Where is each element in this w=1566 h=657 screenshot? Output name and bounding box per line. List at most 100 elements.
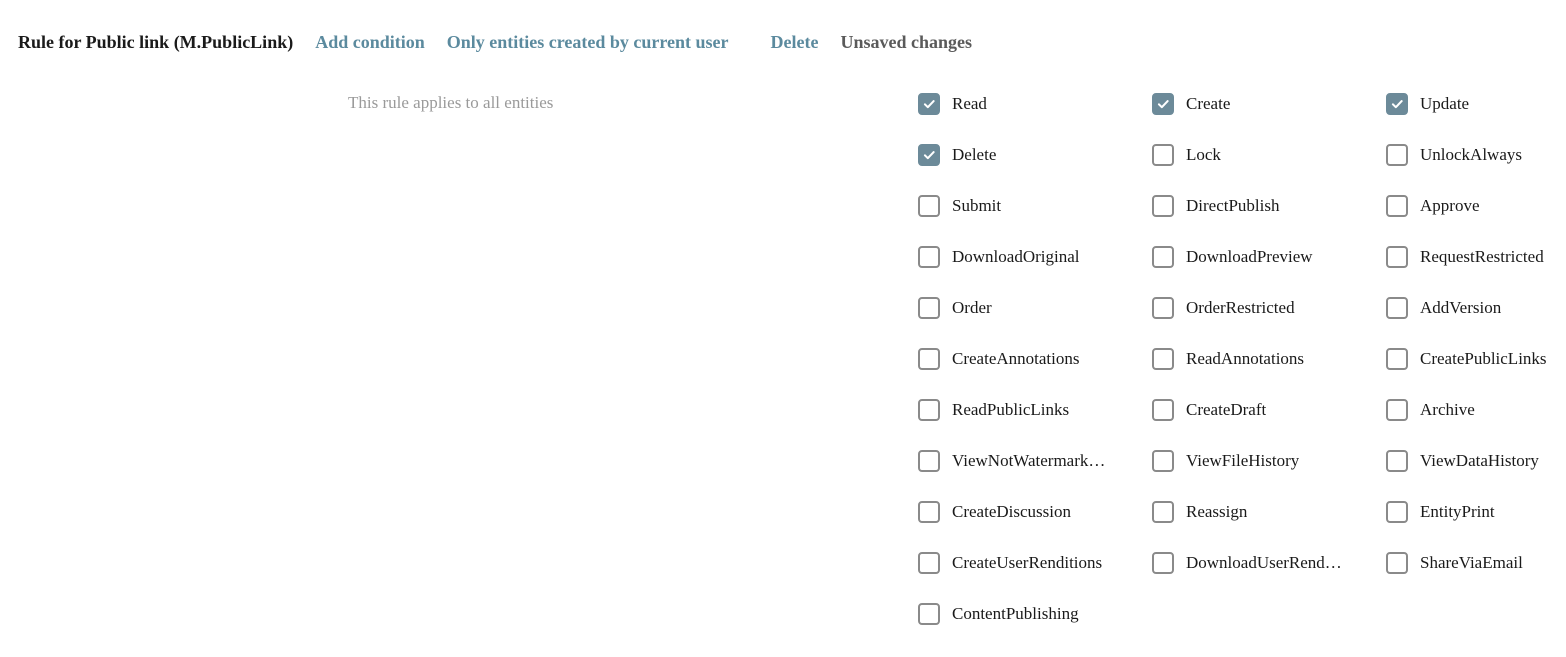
permission-label: DownloadOriginal bbox=[952, 247, 1079, 267]
permission-label: RequestRestricted bbox=[1420, 247, 1544, 267]
header-row: Rule for Public link (M.PublicLink) Add … bbox=[18, 32, 1548, 53]
permission-item: ViewDataHistory bbox=[1386, 450, 1566, 472]
permission-item: ReadPublicLinks bbox=[918, 399, 1152, 421]
permission-checkbox[interactable] bbox=[1386, 399, 1408, 421]
left-column bbox=[18, 93, 348, 625]
permission-item: Approve bbox=[1386, 195, 1566, 217]
permission-checkbox[interactable] bbox=[918, 603, 940, 625]
permission-item: DownloadPreview bbox=[1152, 246, 1386, 268]
permission-item: Create bbox=[1152, 93, 1386, 115]
permission-label: Order bbox=[952, 298, 992, 318]
permission-item: CreateAnnotations bbox=[918, 348, 1152, 370]
permission-checkbox[interactable] bbox=[1386, 246, 1408, 268]
permission-item: EntityPrint bbox=[1386, 501, 1566, 523]
permission-checkbox[interactable] bbox=[1386, 144, 1408, 166]
permission-label: EntityPrint bbox=[1420, 502, 1495, 522]
permission-checkbox[interactable] bbox=[918, 195, 940, 217]
permission-checkbox[interactable] bbox=[1386, 552, 1408, 574]
add-condition-link[interactable]: Add condition bbox=[315, 32, 425, 53]
permission-item: ContentPublishing bbox=[918, 603, 1152, 625]
rule-title: Rule for Public link (M.PublicLink) bbox=[18, 32, 293, 53]
permission-checkbox[interactable] bbox=[1152, 246, 1174, 268]
check-icon bbox=[1156, 97, 1170, 111]
permission-checkbox[interactable] bbox=[1152, 144, 1174, 166]
permission-label: ViewFileHistory bbox=[1186, 451, 1299, 471]
permission-label: ReadPublicLinks bbox=[952, 400, 1069, 420]
permission-checkbox[interactable] bbox=[1386, 501, 1408, 523]
permission-checkbox[interactable] bbox=[1386, 195, 1408, 217]
permission-label: Reassign bbox=[1186, 502, 1247, 522]
permission-checkbox[interactable] bbox=[1386, 450, 1408, 472]
permission-item: CreatePublicLinks bbox=[1386, 348, 1566, 370]
permission-label: Lock bbox=[1186, 145, 1221, 165]
permission-checkbox[interactable] bbox=[918, 297, 940, 319]
permission-label: Create bbox=[1186, 94, 1230, 114]
permission-checkbox[interactable] bbox=[1152, 399, 1174, 421]
permission-label: ContentPublishing bbox=[952, 604, 1079, 624]
permission-label: DirectPublish bbox=[1186, 196, 1280, 216]
permission-checkbox[interactable] bbox=[1386, 297, 1408, 319]
permission-item: DownloadUserRend… bbox=[1152, 552, 1386, 574]
permission-label: ViewNotWatermark… bbox=[952, 451, 1105, 471]
check-icon bbox=[922, 97, 936, 111]
permission-checkbox[interactable] bbox=[918, 348, 940, 370]
permission-item: Submit bbox=[918, 195, 1152, 217]
permission-checkbox[interactable] bbox=[1152, 195, 1174, 217]
permission-label: DownloadUserRend… bbox=[1186, 553, 1342, 573]
permission-checkbox[interactable] bbox=[1152, 348, 1174, 370]
permission-label: UnlockAlways bbox=[1420, 145, 1522, 165]
permission-item: CreateDiscussion bbox=[918, 501, 1152, 523]
permission-item: RequestRestricted bbox=[1386, 246, 1566, 268]
permission-item: DownloadOriginal bbox=[918, 246, 1152, 268]
permission-checkbox[interactable] bbox=[1152, 297, 1174, 319]
permission-label: DownloadPreview bbox=[1186, 247, 1313, 267]
permission-item: CreateDraft bbox=[1152, 399, 1386, 421]
permission-label: Delete bbox=[952, 145, 996, 165]
check-icon bbox=[922, 148, 936, 162]
permission-item: Archive bbox=[1386, 399, 1566, 421]
permissions-column: Read Create Update Delete Lock UnlockAlways Su… bbox=[918, 93, 1566, 625]
permission-checkbox[interactable] bbox=[1152, 501, 1174, 523]
permission-item: UnlockAlways bbox=[1386, 144, 1566, 166]
only-entities-link[interactable]: Only entities created by current user bbox=[447, 32, 729, 53]
permission-checkbox[interactable] bbox=[1152, 552, 1174, 574]
permission-label: CreateDraft bbox=[1186, 400, 1266, 420]
permission-checkbox[interactable] bbox=[918, 246, 940, 268]
check-icon bbox=[1390, 97, 1404, 111]
permission-label: Archive bbox=[1420, 400, 1475, 420]
permission-checkbox[interactable] bbox=[1152, 93, 1174, 115]
permission-checkbox[interactable] bbox=[918, 144, 940, 166]
permission-label: ShareViaEmail bbox=[1420, 553, 1523, 573]
permission-label: Approve bbox=[1420, 196, 1479, 216]
permission-label: Submit bbox=[952, 196, 1001, 216]
permission-label: ReadAnnotations bbox=[1186, 349, 1304, 369]
permission-checkbox[interactable] bbox=[918, 399, 940, 421]
permission-label: OrderRestricted bbox=[1186, 298, 1295, 318]
permission-item: ViewFileHistory bbox=[1152, 450, 1386, 472]
permission-item: ShareViaEmail bbox=[1386, 552, 1566, 574]
permission-checkbox[interactable] bbox=[918, 552, 940, 574]
permission-item: AddVersion bbox=[1386, 297, 1566, 319]
permission-label: Update bbox=[1420, 94, 1469, 114]
permission-item: Lock bbox=[1152, 144, 1386, 166]
permission-checkbox[interactable] bbox=[1152, 450, 1174, 472]
permission-checkbox[interactable] bbox=[1386, 93, 1408, 115]
permission-item: Order bbox=[918, 297, 1152, 319]
permission-label: CreateUserRenditions bbox=[952, 553, 1102, 573]
permission-item: Update bbox=[1386, 93, 1566, 115]
permission-item: Delete bbox=[918, 144, 1152, 166]
permission-item: Reassign bbox=[1152, 501, 1386, 523]
permission-item: DirectPublish bbox=[1152, 195, 1386, 217]
permission-label: CreateDiscussion bbox=[952, 502, 1071, 522]
permissions-grid: Read Create Update Delete Lock UnlockAlways Su… bbox=[918, 93, 1566, 625]
permission-item: ReadAnnotations bbox=[1152, 348, 1386, 370]
permission-checkbox[interactable] bbox=[918, 501, 940, 523]
status-text: Unsaved changes bbox=[841, 32, 973, 53]
permission-checkbox[interactable] bbox=[918, 450, 940, 472]
permission-label: Read bbox=[952, 94, 987, 114]
permission-item: Read bbox=[918, 93, 1152, 115]
permission-checkbox[interactable] bbox=[918, 93, 940, 115]
permission-item: OrderRestricted bbox=[1152, 297, 1386, 319]
delete-link[interactable]: Delete bbox=[771, 32, 819, 53]
permission-checkbox[interactable] bbox=[1386, 348, 1408, 370]
